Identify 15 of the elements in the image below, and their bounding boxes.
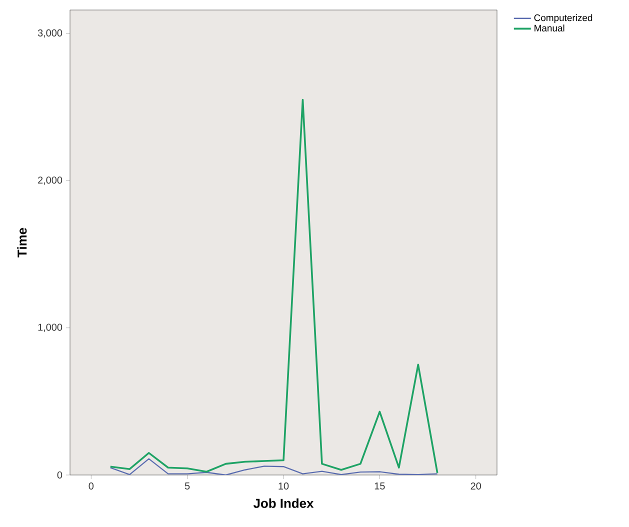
y-axis-title: Time bbox=[17, 228, 27, 258]
legend-label: Manual bbox=[534, 24, 564, 32]
y-tick-label: 1,000 bbox=[38, 324, 62, 332]
legend-label: Computerized bbox=[534, 14, 592, 24]
x-tick-label: 15 bbox=[374, 482, 385, 490]
line-series bbox=[109, 98, 438, 474]
x-tick-label: 0 bbox=[88, 482, 94, 490]
line-series bbox=[110, 458, 438, 475]
x-tick-label: 10 bbox=[278, 482, 289, 490]
y-tick-label: 0 bbox=[57, 471, 62, 479]
y-tick-label: 3,000 bbox=[38, 29, 62, 38]
x-tick-label: 20 bbox=[470, 482, 481, 490]
y-tick-label: 2,000 bbox=[38, 176, 62, 185]
x-axis-title: Job Index bbox=[253, 498, 314, 508]
x-tick-label: 5 bbox=[184, 482, 190, 490]
